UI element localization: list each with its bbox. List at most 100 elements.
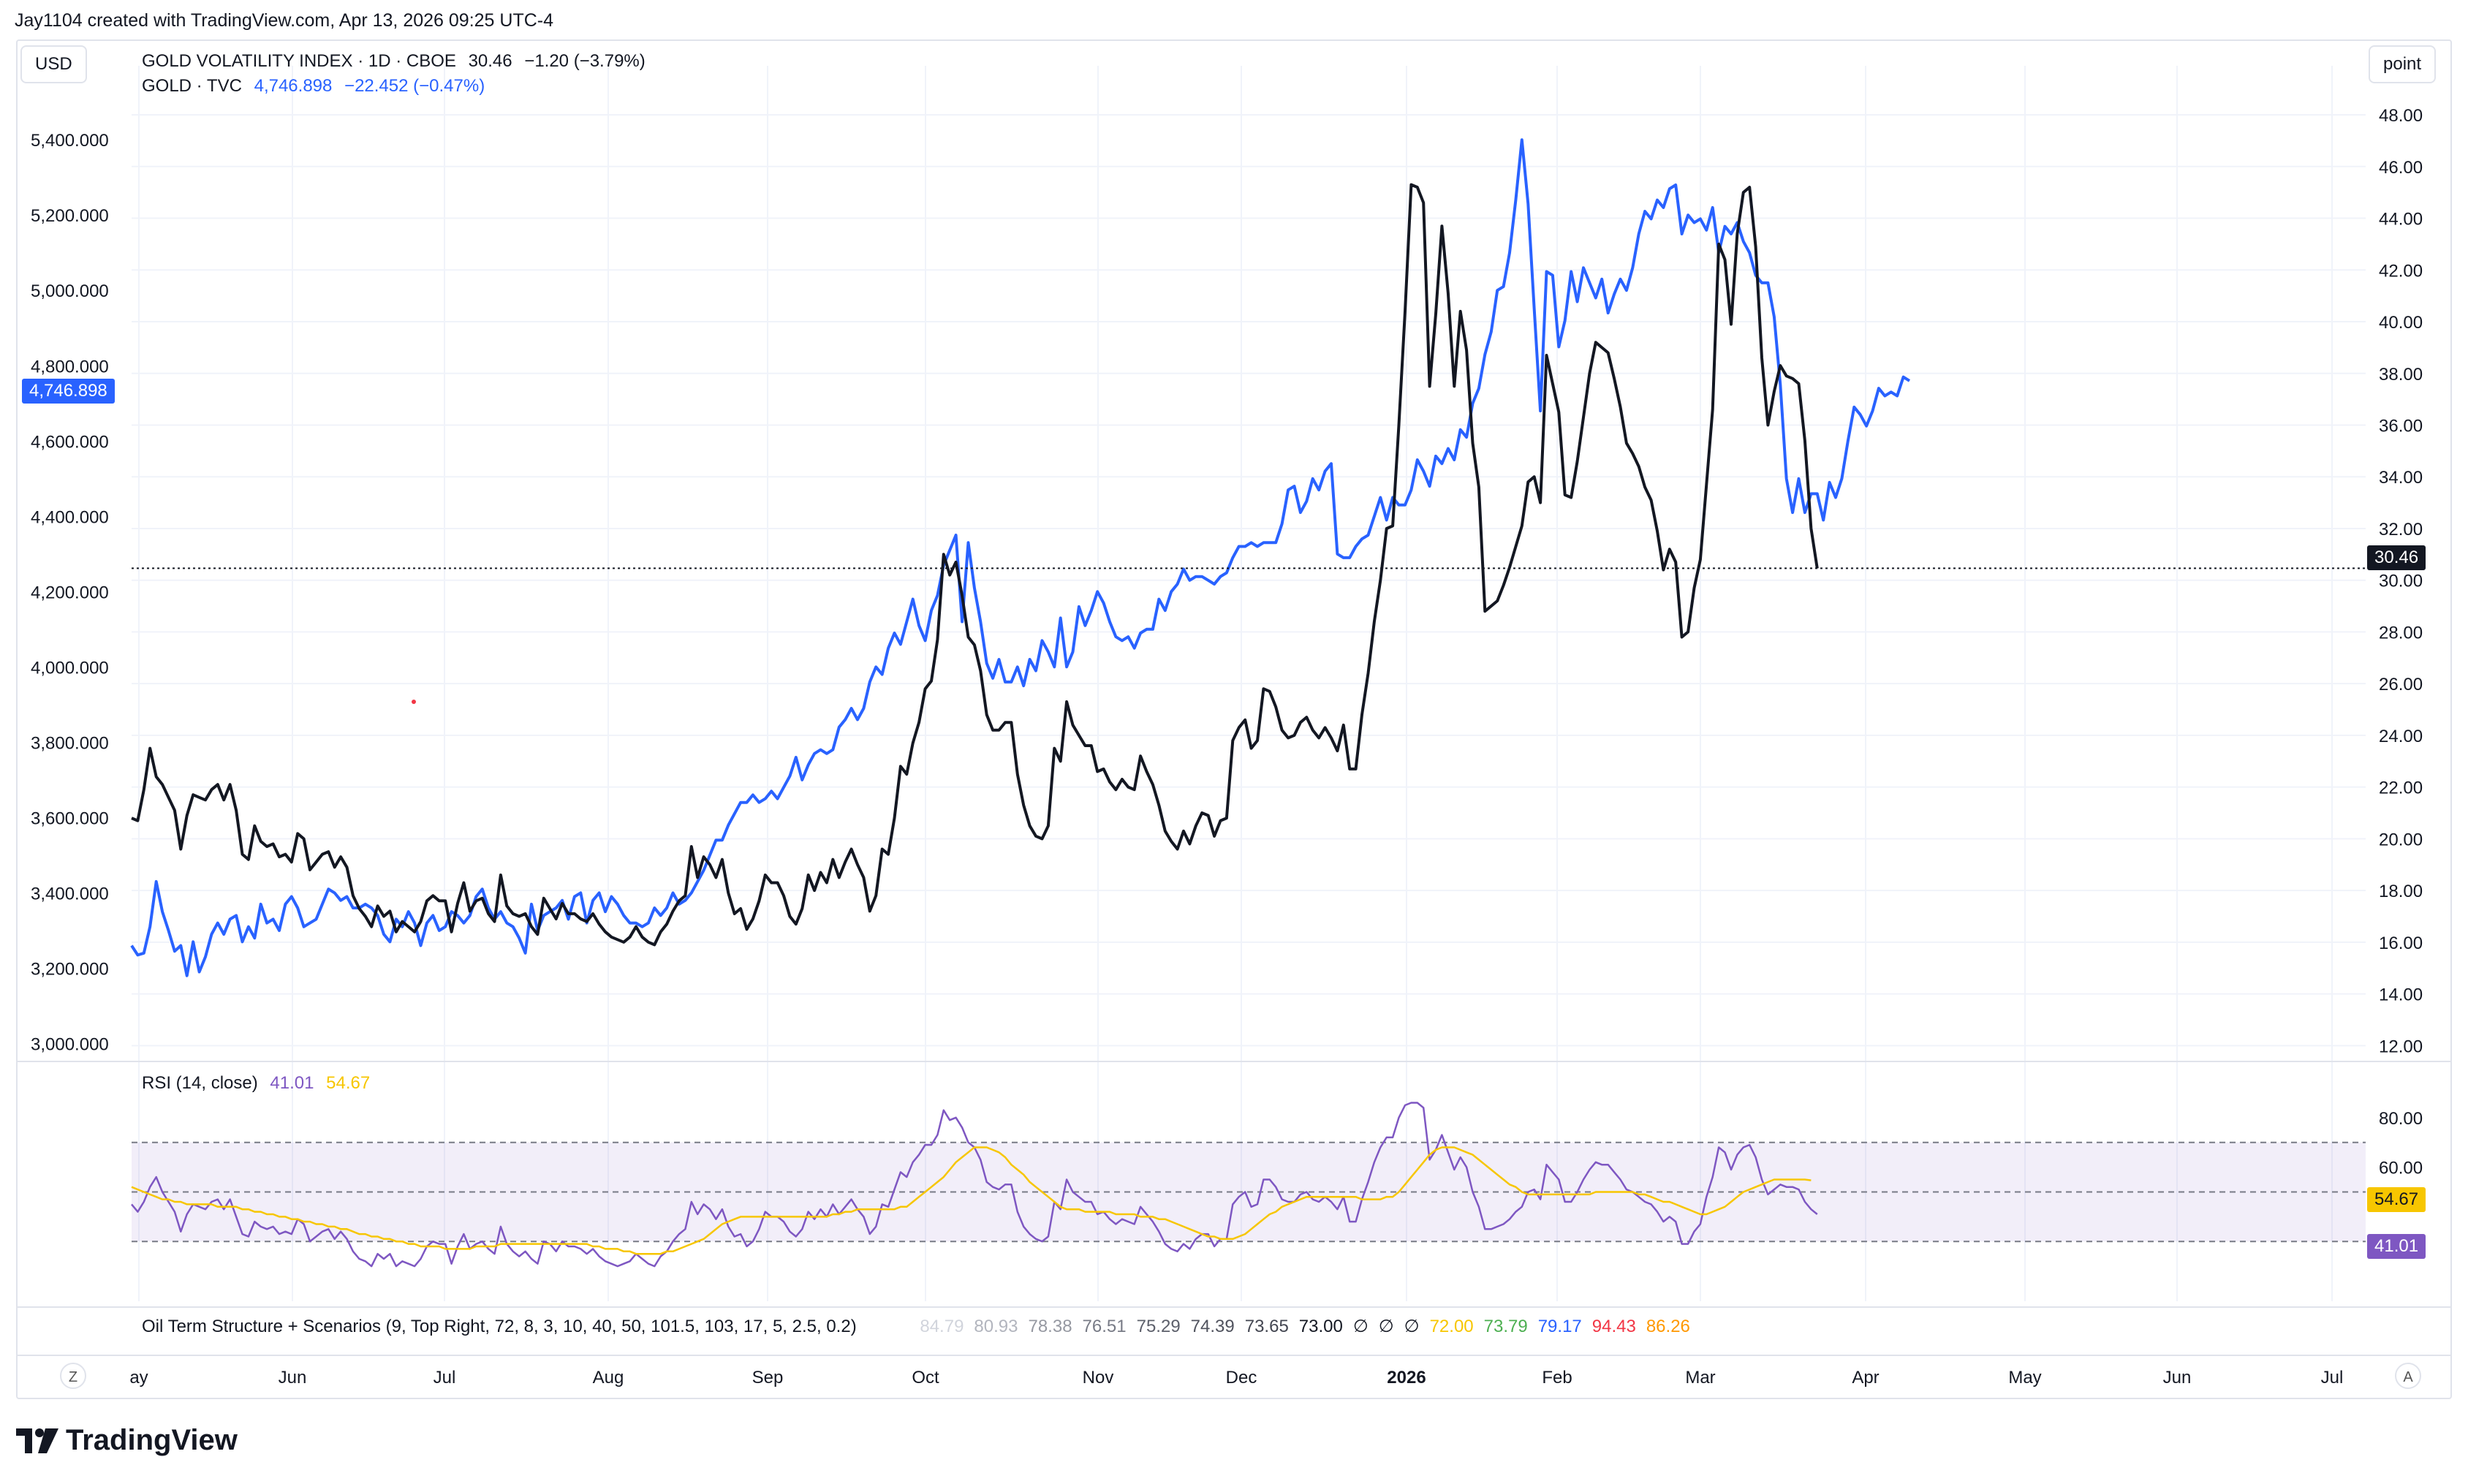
right-axis-tick: 28.00 — [2379, 623, 2423, 643]
time-axis-label: Jul — [2321, 1368, 2344, 1388]
legend-primary-last: 30.46 — [468, 51, 512, 71]
right-axis-tick: 18.00 — [2379, 882, 2423, 901]
timezone-button[interactable]: Z — [60, 1363, 86, 1389]
indicator-value: ∅ — [1404, 1317, 1420, 1336]
time-axis-label: Nov — [1083, 1368, 1114, 1388]
chart-frame — [16, 39, 2452, 1399]
left-axis-tick: 4,200.000 — [31, 583, 109, 602]
right-axis-tick: 34.00 — [2379, 468, 2423, 488]
time-axis-label: ay — [129, 1368, 148, 1388]
right-axis-tick: 48.00 — [2379, 106, 2423, 126]
time-axis-label: Jun — [279, 1368, 307, 1388]
left-axis-tick: 5,000.000 — [31, 281, 109, 301]
left-axis-tick: 4,000.000 — [31, 658, 109, 678]
time-axis-label: Sep — [752, 1368, 784, 1388]
indicator-value: 86.26 — [1646, 1317, 1690, 1336]
legend-primary-change: −1.20 (−3.79%) — [524, 51, 646, 71]
rsi-axis-tick: 60.00 — [2379, 1159, 2423, 1178]
indicator-row[interactable]: Oil Term Structure + Scenarios (9, Top R… — [142, 1316, 1712, 1337]
left-axis-tick: 4,400.000 — [31, 507, 109, 527]
tradingview-logo: TradingView — [16, 1424, 238, 1457]
series-line-1 — [131, 183, 1819, 947]
right-price-axis: 12.00 14.00 16.00 18.00 20.00 22.00 24.00 26.00… — [2379, 106, 2423, 1056]
indicator-value: 74.39 — [1190, 1317, 1235, 1336]
right-axis-tick: 46.00 — [2379, 158, 2423, 178]
time-axis-label: 2026 — [1387, 1368, 1426, 1388]
right-axis-tick: 32.00 — [2379, 520, 2423, 540]
indicator-value: ∅ — [1378, 1317, 1394, 1336]
currency-button[interactable]: USD — [20, 45, 87, 83]
right-axis-tick: 14.00 — [2379, 985, 2423, 1005]
right-axis-tick: 16.00 — [2379, 934, 2423, 953]
indicator-values: 84.79 80.93 78.38 76.51 75.29 74.39 73.65 73.00… — [920, 1317, 1700, 1336]
unit-button[interactable]: point — [2369, 45, 2437, 83]
legend-secondary-last: 4,746.898 — [254, 76, 333, 96]
legend-secondary-change: −22.452 (−0.47%) — [344, 76, 485, 96]
rsi-axis: 60.00 80.00 — [2379, 1109, 2423, 1178]
right-axis-tick: 12.00 — [2379, 1037, 2423, 1056]
time-axis-label: May — [2008, 1368, 2041, 1388]
left-price-axis: 3,000.000 3,200.000 3,400.000 3,600.000 3,80… — [31, 131, 109, 1054]
series-line-3 — [131, 1146, 1812, 1255]
indicator-value: 75.29 — [1136, 1317, 1181, 1336]
indicator-label: Oil Term Structure + Scenarios (9, Top R… — [142, 1317, 857, 1336]
indicator-value: 73.79 — [1483, 1317, 1528, 1336]
rsi-band — [132, 1141, 2366, 1243]
time-axis: ay Jun Jul Aug Sep Oct Nov Dec 2026 Feb Mar Apr May J… — [129, 1368, 2343, 1388]
right-axis-tick: 22.00 — [2379, 779, 2423, 798]
left-axis-tick: 3,200.000 — [31, 959, 109, 979]
rsi-legend-value: 41.01 — [270, 1073, 314, 1093]
indicator-value: 76.51 — [1082, 1317, 1127, 1336]
rsi-tag: 41.01 — [2367, 1234, 2426, 1259]
series-layer — [130, 138, 1911, 1268]
legend-primary[interactable]: GOLD VOLATILITY INDEX · 1D · CBOE 30.46 … — [142, 51, 653, 72]
indicator-value: 79.17 — [1537, 1317, 1582, 1336]
time-axis-label: Oct — [912, 1368, 939, 1388]
created-by-header: Jay1104 created with TradingView.com, Ap… — [15, 10, 553, 31]
indicator-value: 73.65 — [1244, 1317, 1289, 1336]
left-axis-tick: 5,200.000 — [31, 206, 109, 226]
rsi-ma-tag: 54.67 — [2367, 1187, 2426, 1212]
indicator-value: 84.79 — [920, 1317, 964, 1336]
legend-secondary-name: GOLD · TVC — [142, 76, 242, 96]
time-axis-label: Dec — [1226, 1368, 1257, 1388]
legend-secondary[interactable]: GOLD · TVC 4,746.898 −22.452 (−0.47%) — [142, 76, 492, 96]
indicator-value: 72.00 — [1429, 1317, 1474, 1336]
indicator-value: 73.00 — [1298, 1317, 1343, 1336]
gold-price-tag: 4,746.898 — [22, 379, 115, 404]
indicator-value: 94.43 — [1591, 1317, 1636, 1336]
rsi-legend[interactable]: RSI (14, close) 41.01 54.67 — [142, 1073, 377, 1094]
rsi-axis-tick: 80.00 — [2379, 1109, 2423, 1129]
right-axis-tick: 30.00 — [2379, 572, 2423, 591]
right-axis-tick: 36.00 — [2379, 416, 2423, 436]
right-axis-tick: 26.00 — [2379, 675, 2423, 694]
right-axis-tick: 20.00 — [2379, 830, 2423, 849]
auto-scale-button[interactable]: A — [2395, 1363, 2421, 1389]
series-line-0 — [130, 138, 1911, 977]
left-axis-tick: 4,600.000 — [31, 432, 109, 452]
right-axis-tick: 24.00 — [2379, 727, 2423, 746]
left-axis-tick: 3,400.000 — [31, 884, 109, 904]
time-axis-label: Mar — [1685, 1368, 1715, 1388]
time-axis-label: Apr — [1852, 1368, 1879, 1388]
time-axis-label: Jun — [2163, 1368, 2192, 1388]
left-axis-tick: 3,800.000 — [31, 733, 109, 753]
time-axis-label: Jul — [434, 1368, 456, 1388]
right-axis-tick: 44.00 — [2379, 210, 2423, 230]
rsi-legend-ma: 54.67 — [326, 1073, 371, 1093]
rsi-legend-label: RSI (14, close) — [142, 1073, 258, 1093]
right-axis-tick: 40.00 — [2379, 313, 2423, 333]
legend-primary-name: GOLD VOLATILITY INDEX · 1D · CBOE — [142, 51, 456, 71]
left-axis-tick: 3,600.000 — [31, 809, 109, 828]
brand-name: TradingView — [66, 1424, 238, 1456]
time-axis-label: Aug — [593, 1368, 624, 1388]
gvz-price-tag: 30.46 — [2367, 545, 2426, 570]
tradingview-icon — [16, 1428, 58, 1453]
chart-extras — [132, 567, 2366, 704]
left-axis-tick: 5,400.000 — [31, 131, 109, 151]
right-axis-tick: 42.00 — [2379, 261, 2423, 281]
indicator-value: 80.93 — [974, 1317, 1018, 1336]
indicator-value: ∅ — [1352, 1317, 1369, 1336]
left-axis-tick: 3,000.000 — [31, 1034, 109, 1054]
